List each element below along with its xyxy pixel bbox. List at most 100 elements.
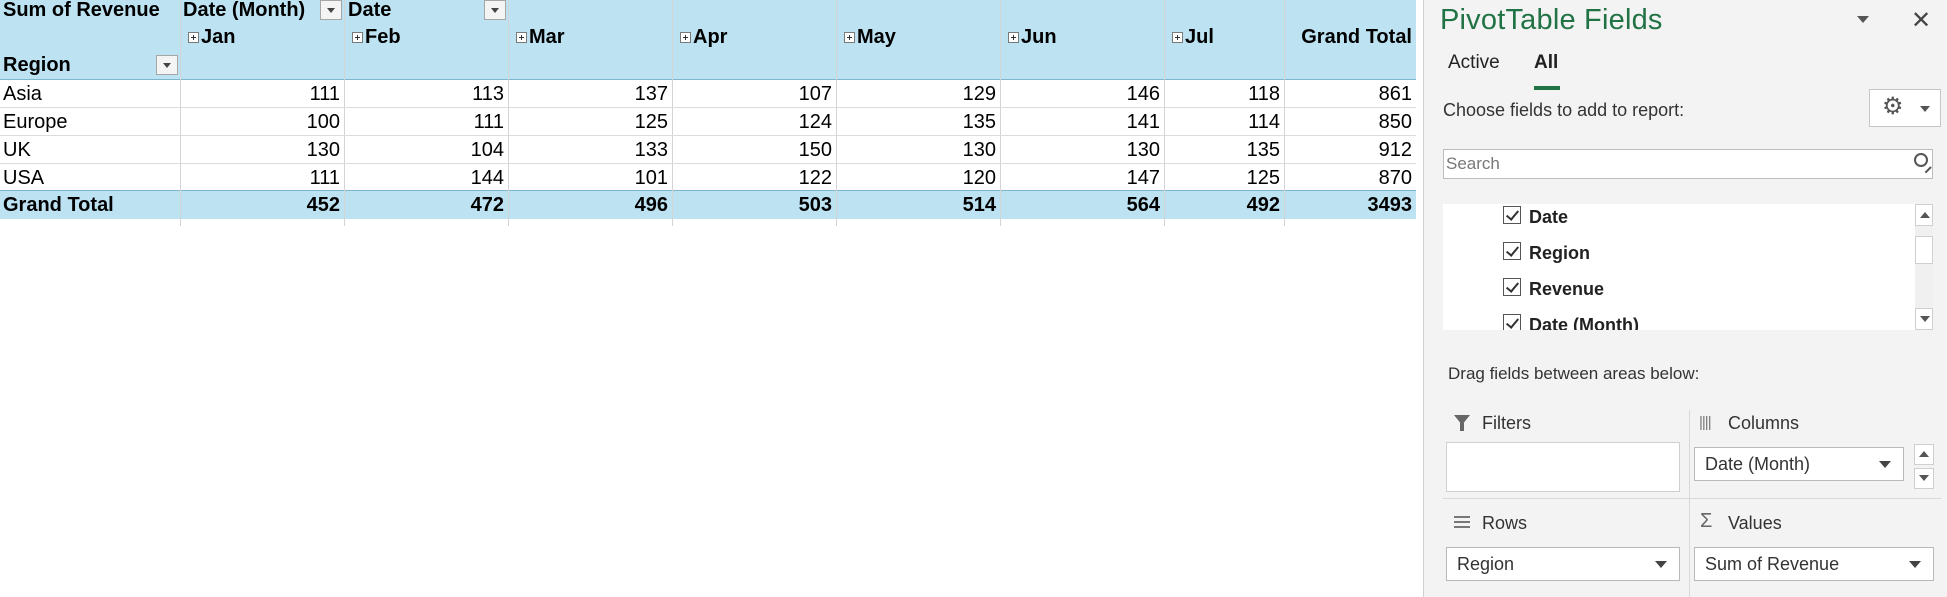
expand-icon[interactable] <box>1172 32 1183 43</box>
gridline <box>1164 0 1165 226</box>
value-cell: 120 <box>962 167 996 189</box>
field-list-scrollbar[interactable] <box>1915 204 1933 330</box>
search-icon[interactable] <box>1914 153 1928 167</box>
field-checkbox-date-month[interactable] <box>1503 314 1521 330</box>
field-name-revenue[interactable]: Revenue <box>1529 279 1605 299</box>
tools-button[interactable]: ⚙ <box>1869 89 1941 127</box>
value-cell: 118 <box>1248 83 1280 105</box>
scroll-down-button[interactable] <box>1915 308 1933 330</box>
rows-area-label: Rows <box>1482 513 1528 533</box>
expand-icon[interactable] <box>516 32 527 43</box>
rows-field-name: Region <box>1457 554 1515 574</box>
arrow-up-icon <box>1920 212 1930 218</box>
value-cell: 137 <box>634 83 668 105</box>
pane-title: PivotTable Fields <box>1440 4 1663 36</box>
field-list: Date Region Revenue Date (Month) <box>1443 204 1933 330</box>
field-checkbox-revenue[interactable] <box>1503 278 1521 296</box>
pivottable-fields-pane: PivotTable Fields ✕ Active All Choose fi… <box>1423 0 1947 597</box>
gridline <box>1284 0 1285 226</box>
value-cell: 107 <box>798 83 832 105</box>
grand-total-all: 3493 <box>1367 194 1413 216</box>
row-total-cell: 850 <box>1378 111 1412 133</box>
value-cell: 150 <box>798 139 832 161</box>
scroll-thumb[interactable] <box>1915 236 1933 264</box>
column-filter-dropdown-button[interactable] <box>320 0 342 20</box>
value-cell: 130 <box>962 139 996 161</box>
grand-total-header: Grand Total <box>1301 26 1412 48</box>
field-name-region[interactable]: Region <box>1529 243 1590 263</box>
columns-scroll-up-button[interactable] <box>1914 444 1934 465</box>
field-name-date[interactable]: Date <box>1529 207 1569 227</box>
gridline <box>508 0 509 226</box>
row-filter-dropdown-button[interactable] <box>156 55 178 75</box>
values-area-label: Values <box>1728 513 1782 533</box>
value-cell: 141 <box>1126 111 1160 133</box>
close-icon[interactable]: ✕ <box>1911 7 1932 34</box>
columns-field-chip[interactable]: Date (Month) <box>1694 447 1904 481</box>
area-divider <box>1689 410 1690 597</box>
value-cell: 125 <box>634 111 668 133</box>
values-field-chip[interactable]: Sum of Revenue <box>1694 547 1934 581</box>
value-cell: 100 <box>306 111 340 133</box>
scroll-up-button[interactable] <box>1915 204 1933 226</box>
value-cell: 111 <box>309 167 340 189</box>
filters-drop-zone[interactable] <box>1446 442 1680 492</box>
month-header: Apr <box>693 26 728 48</box>
chevron-down-icon[interactable] <box>1655 561 1667 568</box>
sigma-icon: Σ <box>1700 510 1713 532</box>
area-divider <box>1443 498 1941 499</box>
expand-icon[interactable] <box>1008 32 1019 43</box>
value-cell: 111 <box>473 111 504 133</box>
value-cell: 135 <box>1246 139 1280 161</box>
row-total-cell: 870 <box>1378 167 1412 189</box>
filter-icon <box>1454 415 1470 425</box>
tab-active[interactable]: Active <box>1448 52 1500 73</box>
rows-icon <box>1454 516 1470 528</box>
value-cell: 122 <box>798 167 832 189</box>
row-field-label: Region <box>3 54 71 76</box>
gridline <box>836 0 837 226</box>
drag-fields-label: Drag fields between areas below: <box>1448 364 1700 383</box>
arrow-down-icon <box>1919 475 1929 481</box>
chevron-down-icon <box>1920 106 1930 112</box>
search-input[interactable]: Search <box>1443 149 1933 179</box>
gridline <box>180 0 181 226</box>
field-checkbox-date[interactable] <box>1503 206 1521 224</box>
field-name-date-month[interactable]: Date (Month) <box>1529 315 1639 330</box>
column-field-label: Date (Month) <box>183 0 306 21</box>
month-header: Mar <box>529 26 565 48</box>
chevron-down-icon[interactable] <box>1909 561 1921 568</box>
filters-area-label: Filters <box>1482 413 1531 433</box>
expand-icon[interactable] <box>188 32 199 43</box>
value-cell: 124 <box>798 111 832 133</box>
gear-icon: ⚙ <box>1882 93 1904 120</box>
arrow-down-icon <box>1920 316 1930 322</box>
expand-icon[interactable] <box>352 32 363 43</box>
row-label: USA <box>3 167 45 189</box>
grand-total-cell: 496 <box>634 194 668 216</box>
search-placeholder: Search <box>1446 154 1500 173</box>
value-cell: 101 <box>634 167 668 189</box>
grand-total-cell: 503 <box>798 194 832 216</box>
chevron-down-icon[interactable] <box>1879 461 1891 468</box>
expand-icon[interactable] <box>680 32 691 43</box>
tab-all[interactable]: All <box>1534 52 1559 73</box>
value-cell: 129 <box>962 83 996 105</box>
rows-field-chip[interactable]: Region <box>1446 547 1680 581</box>
rows-icon-mid <box>1454 521 1470 523</box>
filter-icon-stem <box>1460 423 1464 431</box>
values-field-name: Sum of Revenue <box>1705 554 1840 574</box>
value-cell: 146 <box>1126 83 1160 105</box>
row-label: UK <box>3 139 31 161</box>
columns-area-label: Columns <box>1728 413 1800 433</box>
columns-scroll-down-button[interactable] <box>1914 468 1934 489</box>
pane-options-chevron-icon[interactable] <box>1857 16 1869 23</box>
gridline <box>0 107 1416 108</box>
date-filter-dropdown-button[interactable] <box>484 0 506 20</box>
field-checkbox-region[interactable] <box>1503 242 1521 260</box>
pivot-table: Sum of Revenue Date (Month) Date Jan Feb… <box>0 0 1416 226</box>
value-field-label: Sum of Revenue <box>3 0 160 21</box>
row-total-cell: 912 <box>1378 139 1412 161</box>
value-cell: 144 <box>470 167 504 189</box>
expand-icon[interactable] <box>844 32 855 43</box>
